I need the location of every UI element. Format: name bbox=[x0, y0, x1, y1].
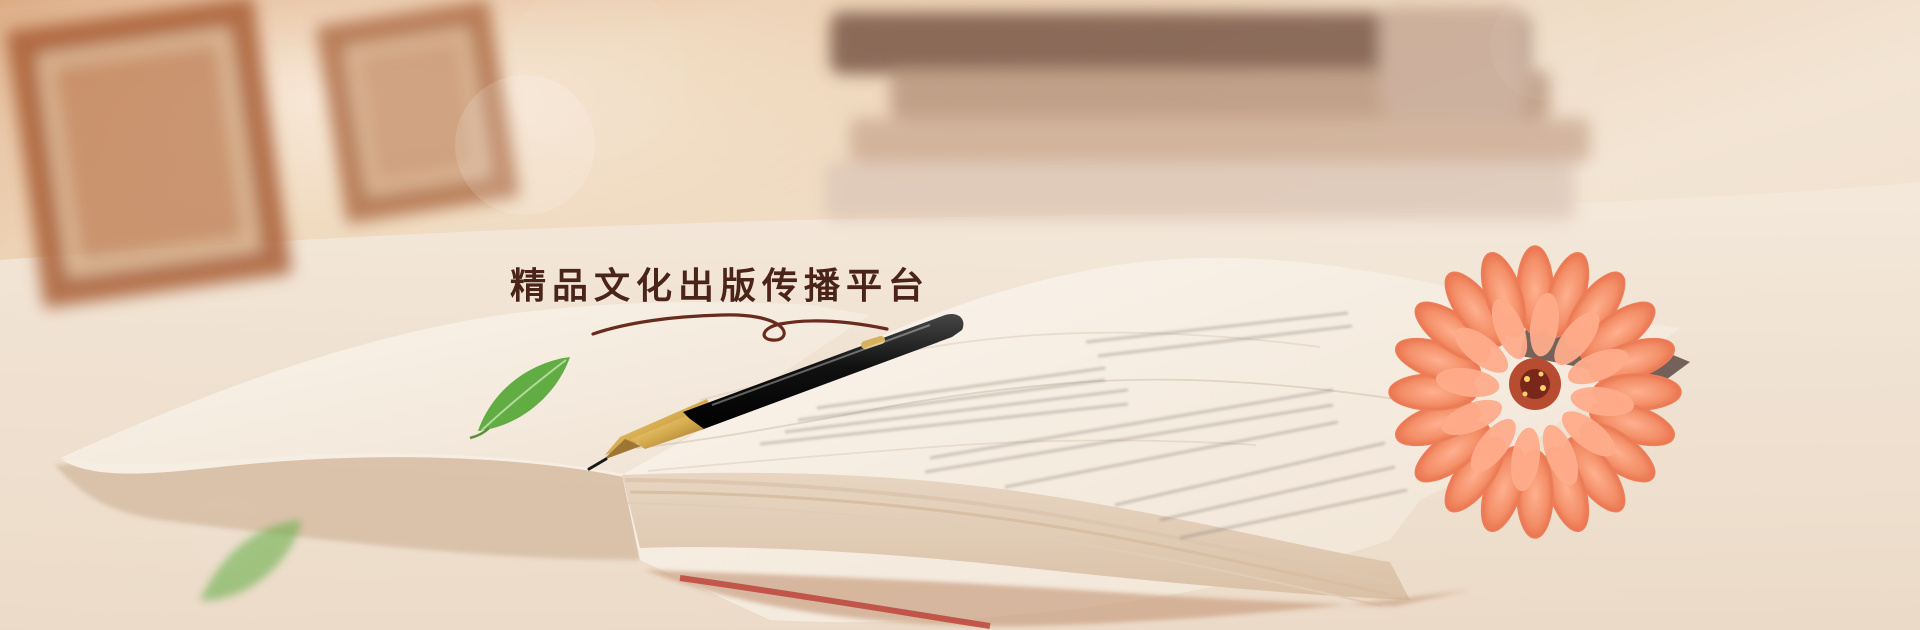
tagline-flourish bbox=[590, 310, 890, 352]
banner-tagline: 精品文化出版传播平台 bbox=[510, 258, 930, 314]
blurred-books bbox=[825, 6, 1590, 220]
